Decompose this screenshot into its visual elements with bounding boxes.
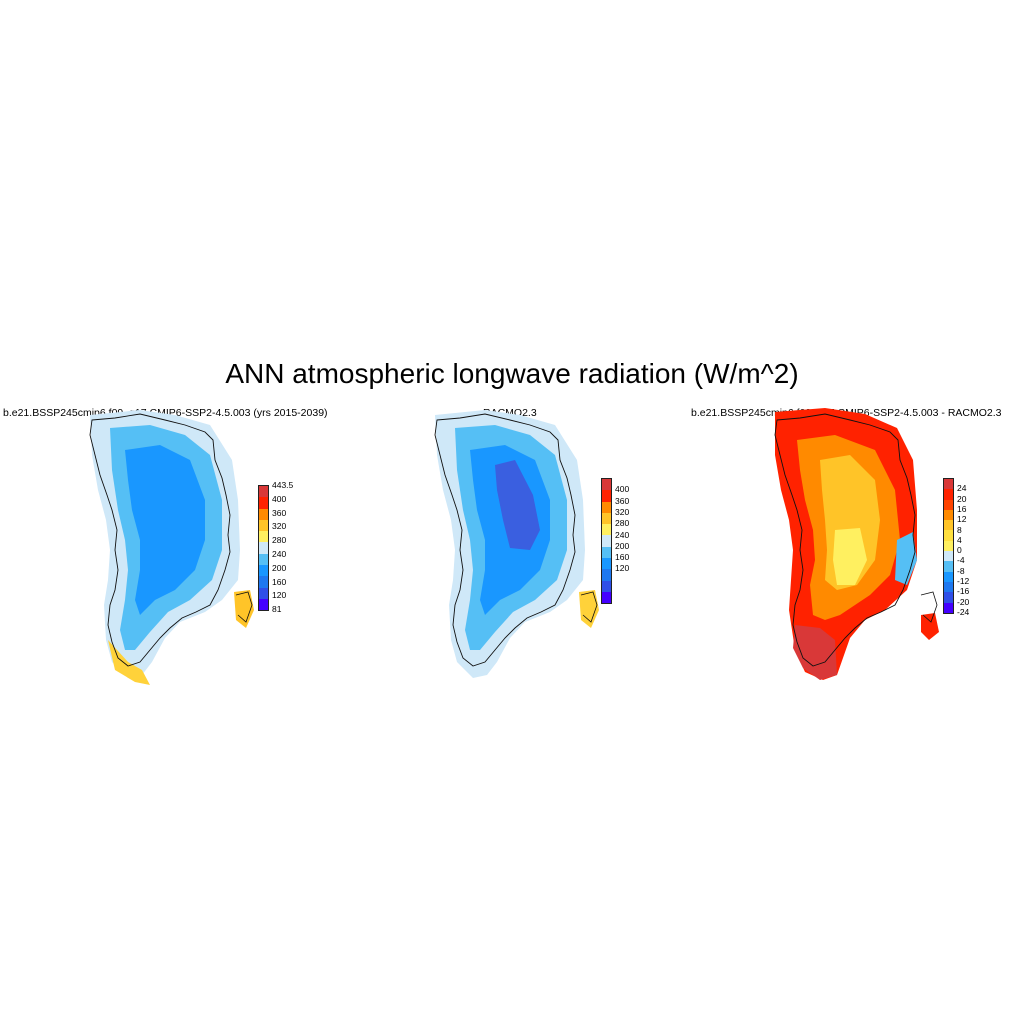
colorbar-label: 360: [615, 495, 630, 506]
colorbar-swatch: [944, 561, 953, 572]
map-region: [234, 590, 254, 628]
colorbar-label: 160: [272, 576, 287, 587]
colorbar-swatch: [259, 486, 268, 498]
colorbar-swatch: [259, 531, 268, 543]
colorbar-swatch: [944, 509, 953, 521]
colorbar-swatches: [601, 478, 612, 605]
map-region: [108, 640, 150, 685]
panel-racmo: RACMO2.3 400 360 320 280 240 200 160 120: [345, 400, 685, 690]
map-region: [833, 528, 867, 585]
map-region: [495, 460, 540, 550]
colorbar-label: 280: [615, 518, 630, 529]
colorbar-swatch: [944, 540, 953, 552]
colorbar-swatch: [259, 553, 268, 566]
colorbar-label: 280: [272, 535, 287, 546]
colorbar-label: 0: [957, 545, 962, 556]
greenland-map-racmo: [434, 410, 599, 678]
colorbar-swatch: [602, 524, 611, 536]
colorbar-label: 240: [615, 529, 630, 540]
coastline-island: [235, 591, 253, 623]
colorbar-swatch: [602, 501, 611, 513]
colorbar-label: -12: [957, 576, 970, 586]
figure-title: ANN atmospheric longwave radiation (W/m^…: [225, 358, 799, 389]
panel-model: b.e21.BSSP245cmip6.f09_g17.CMIP6-SSP2-4.…: [0, 400, 345, 690]
colorbar-swatch: [602, 512, 611, 525]
colorbar-label: 443.5: [272, 480, 294, 490]
colorbar-swatch: [944, 489, 953, 500]
colorbar-swatch: [944, 530, 953, 541]
colorbar-swatch: [944, 592, 953, 603]
colorbar-label: -16: [957, 586, 970, 597]
coastline: [89, 413, 231, 667]
colorbar-swatch: [259, 497, 268, 509]
colorbar-label: 20: [957, 493, 967, 504]
coastline-island: [580, 591, 598, 623]
colorbar-swatch: [602, 591, 611, 604]
colorbar-label: 240: [272, 549, 287, 560]
colorbar-label: -4: [957, 555, 965, 566]
colorbar-swatch: [602, 490, 611, 502]
colorbar-swatch: [259, 598, 268, 611]
colorbar-swatch: [944, 551, 953, 562]
colorbar-swatch: [944, 581, 953, 593]
colorbar-swatch: [944, 499, 953, 510]
colorbar-swatch: [259, 542, 268, 554]
coastline: [774, 413, 916, 667]
colorbar-label: 160: [615, 552, 630, 563]
colorbar-swatches: [258, 485, 269, 612]
colorbar-label: 4: [957, 534, 962, 545]
colorbar-swatch: [944, 571, 953, 582]
colorbar-label: -24: [957, 606, 970, 617]
map-region: [921, 613, 939, 640]
map-field: [435, 410, 599, 678]
colorbar-label: 400: [272, 493, 287, 504]
colorbar-swatch: [602, 535, 611, 547]
colorbar-swatch: [259, 587, 268, 599]
colorbar-swatch: [602, 546, 611, 559]
panel-difference: b.e21.BSSP245cmip6.f09_g17.CMIP6-SSP2-4.…: [685, 400, 1024, 690]
colorbar-label: 200: [615, 540, 630, 551]
colorbar-label: 120: [272, 590, 287, 601]
colorbar-swatch: [259, 508, 268, 520]
colorbar-label: 12: [957, 514, 967, 525]
colorbar-label: 81: [272, 604, 282, 615]
colorbar-label: 320: [272, 521, 287, 532]
colorbar-label: 320: [615, 506, 630, 517]
greenland-map-model: [89, 410, 254, 685]
colorbar-swatch: [602, 558, 611, 570]
colorbar-label: 16: [957, 503, 967, 514]
colorbar-swatch: [602, 479, 611, 491]
colorbar-label: 8: [957, 524, 962, 535]
colorbar-label: -20: [957, 596, 970, 607]
colorbar-swatch: [944, 479, 953, 490]
coastline: [434, 413, 576, 667]
colorbar-swatch: [944, 602, 953, 613]
map-region: [125, 445, 205, 615]
colorbar-swatch: [602, 580, 611, 592]
colorbar-swatch: [602, 569, 611, 581]
greenland-map-difference: [774, 408, 939, 680]
colorbar-label: 120: [615, 563, 630, 574]
colorbar-swatches: [943, 478, 954, 614]
map-field: [775, 408, 939, 680]
panel-title-model: b.e21.BSSP245cmip6.f09_g17.CMIP6-SSP2-4.…: [3, 407, 328, 419]
colorbar-swatch: [259, 576, 268, 588]
map-region: [793, 625, 837, 680]
colorbar-swatch: [944, 520, 953, 531]
colorbar-label: 24: [957, 483, 967, 494]
colorbar-label: 360: [272, 507, 287, 518]
colorbar-label: 200: [272, 562, 287, 573]
map-region: [895, 532, 917, 585]
colorbar-label: -8: [957, 565, 965, 576]
map-region: [579, 590, 599, 628]
map-field: [90, 410, 254, 685]
colorbar-swatch: [259, 565, 268, 577]
coastline-island: [920, 591, 938, 623]
colorbar-label: 400: [615, 484, 630, 495]
colorbar-swatch: [259, 519, 268, 532]
